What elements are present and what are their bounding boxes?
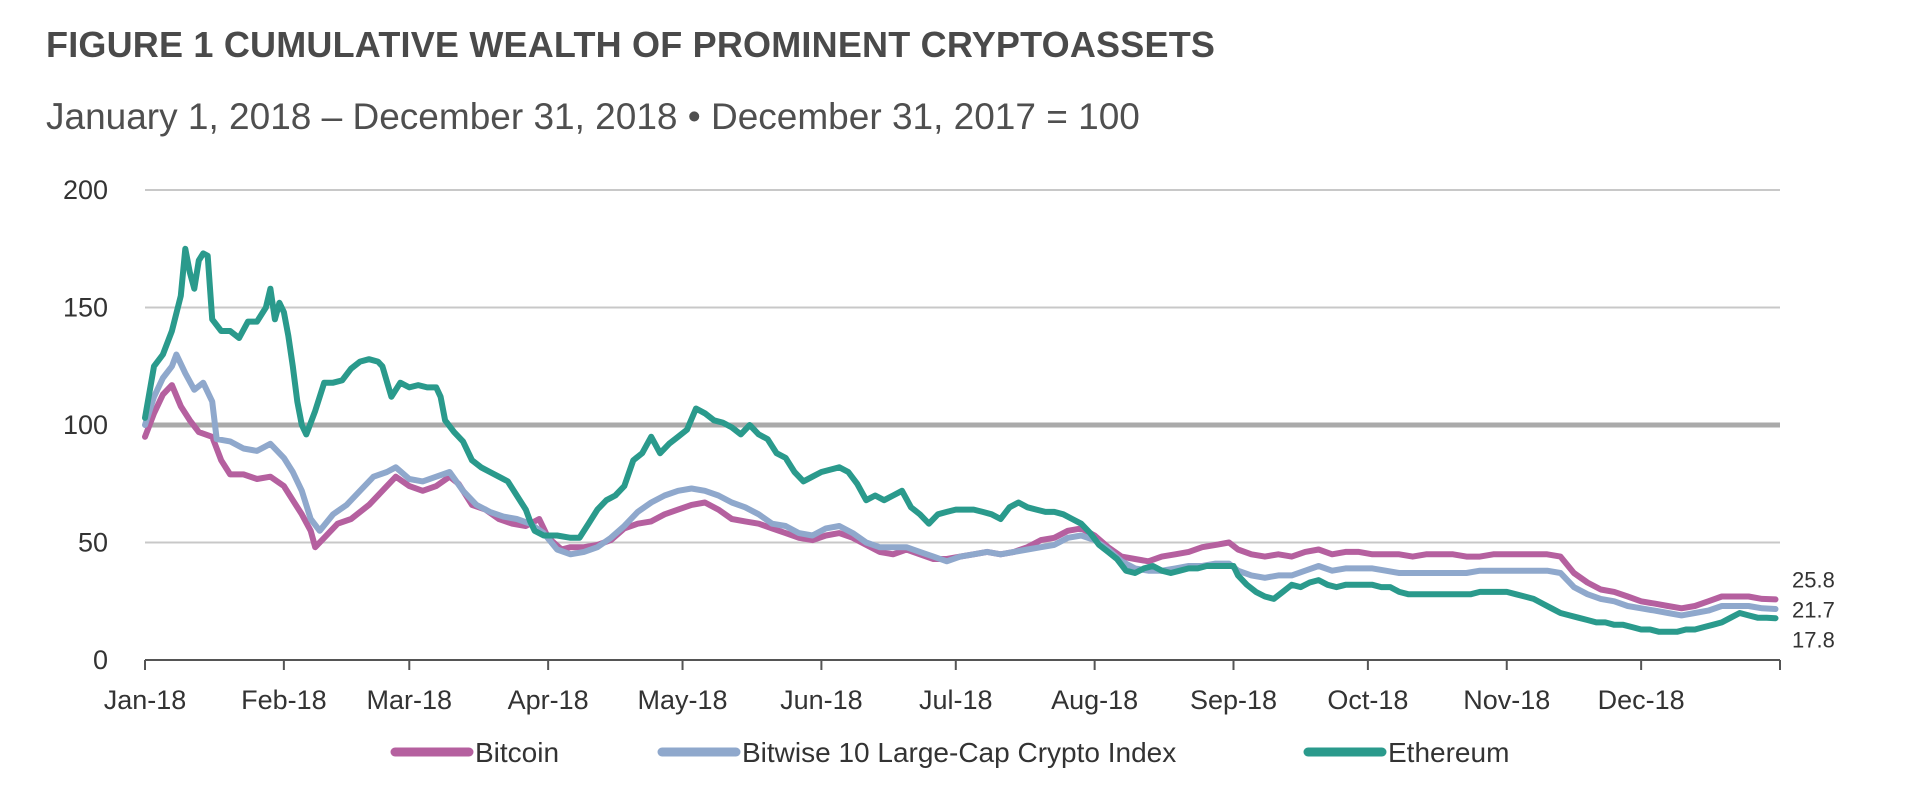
chart-subtitle: January 1, 2018 – December 31, 2018 • De… xyxy=(46,96,1140,137)
series-line-bitwise-10-large-cap-crypto-index xyxy=(142,351,1779,619)
grid-lines xyxy=(145,189,1780,544)
x-tick-label: Oct-18 xyxy=(1327,685,1408,715)
axes: 0 50 100 150 200 Jan-18 Feb-18 Mar-18 Apr-18 May-… xyxy=(63,175,1781,715)
y-tick-label: 50 xyxy=(78,528,108,558)
chart-title: FIGURE 1 CUMULATIVE WEALTH OF PROMINENT … xyxy=(46,24,1216,65)
x-tick-label: Nov-18 xyxy=(1463,685,1550,715)
x-tick-label: Dec-18 xyxy=(1598,685,1685,715)
y-tick-label: 0 xyxy=(93,645,108,675)
legend-label: Ethereum xyxy=(1388,737,1509,768)
x-tick-label: Apr-18 xyxy=(508,685,589,715)
x-tick-label: Sep-18 xyxy=(1190,685,1277,715)
x-tick-label: Jul-18 xyxy=(919,685,993,715)
y-tick-label: 100 xyxy=(63,410,108,440)
legend-label: Bitcoin xyxy=(475,737,559,768)
legend-label: Bitwise 10 Large-Cap Crypto Index xyxy=(742,737,1176,768)
legend: Bitcoin Bitwise 10 Large-Cap Crypto Index… xyxy=(390,737,1509,768)
series-line-ethereum xyxy=(142,245,1779,635)
end-label: 21.7 xyxy=(1792,597,1835,622)
end-label: 17.8 xyxy=(1792,627,1835,652)
x-tick-label: Jun-18 xyxy=(780,685,863,715)
x-tick-label: Mar-18 xyxy=(367,685,453,715)
series-lines xyxy=(142,245,1779,635)
y-tick-label: 200 xyxy=(63,175,108,205)
x-tick-label: May-18 xyxy=(638,685,728,715)
y-tick-label: 150 xyxy=(63,293,108,323)
end-label: 25.8 xyxy=(1792,567,1835,592)
x-tick-label: Jan-18 xyxy=(104,685,187,715)
x-tick-label: Feb-18 xyxy=(241,685,327,715)
end-labels: 25.8 21.7 17.8 xyxy=(1792,567,1835,652)
x-tick-label: Aug-18 xyxy=(1051,685,1138,715)
series-line-bitcoin xyxy=(142,382,1779,612)
